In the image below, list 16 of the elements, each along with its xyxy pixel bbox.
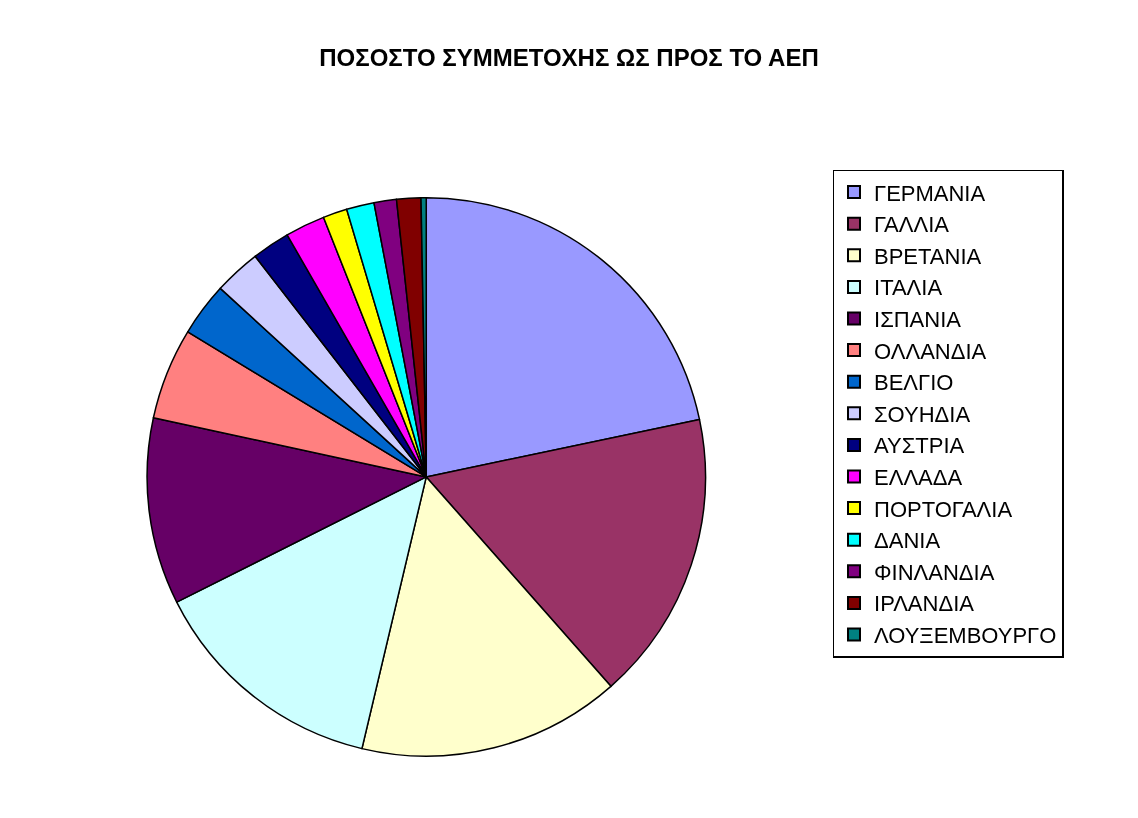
legend-label: ΒΡΕΤΑΝΙΑ xyxy=(874,243,982,269)
legend-label: ΛΟΥΞΕΜΒΟΥΡΓΟ xyxy=(874,623,1057,649)
legend-label: ΙΡΛΑΝΔΙΑ xyxy=(874,591,975,617)
legend-label: ΙΣΠΑΝΙΑ xyxy=(874,307,962,333)
legend-label: ΓΕΡΜΑΝΙΑ xyxy=(874,180,986,206)
legend-label: ΙΤΑΛΙΑ xyxy=(874,275,943,301)
legend-label: ΑΥΣΤΡΙΑ xyxy=(874,433,965,459)
legend-label: ΔΑΝΙΑ xyxy=(874,528,941,554)
legend-label: ΕΛΛΑΔΑ xyxy=(874,465,963,491)
chart-title: ΠΟΣΟΣΤΟ ΣΥΜΜΕΤΟΧΗΣ ΩΣ ΠΡΟΣ ΤΟ ΑΕΠ xyxy=(319,43,819,71)
legend-label: ΣΟΥΗΔΙΑ xyxy=(874,401,971,427)
legend-label: ΠΟΡΤΟΓΑΛΙΑ xyxy=(874,496,1013,522)
legend-label: ΒΕΛΓΙΟ xyxy=(874,370,954,396)
legend-label: ΦΙΝΛΑΝΔΙΑ xyxy=(874,559,995,585)
legend-label: ΓΑΛΛΙΑ xyxy=(874,212,950,238)
legend-label: ΟΛΛΑΝΔΙΑ xyxy=(874,338,987,364)
